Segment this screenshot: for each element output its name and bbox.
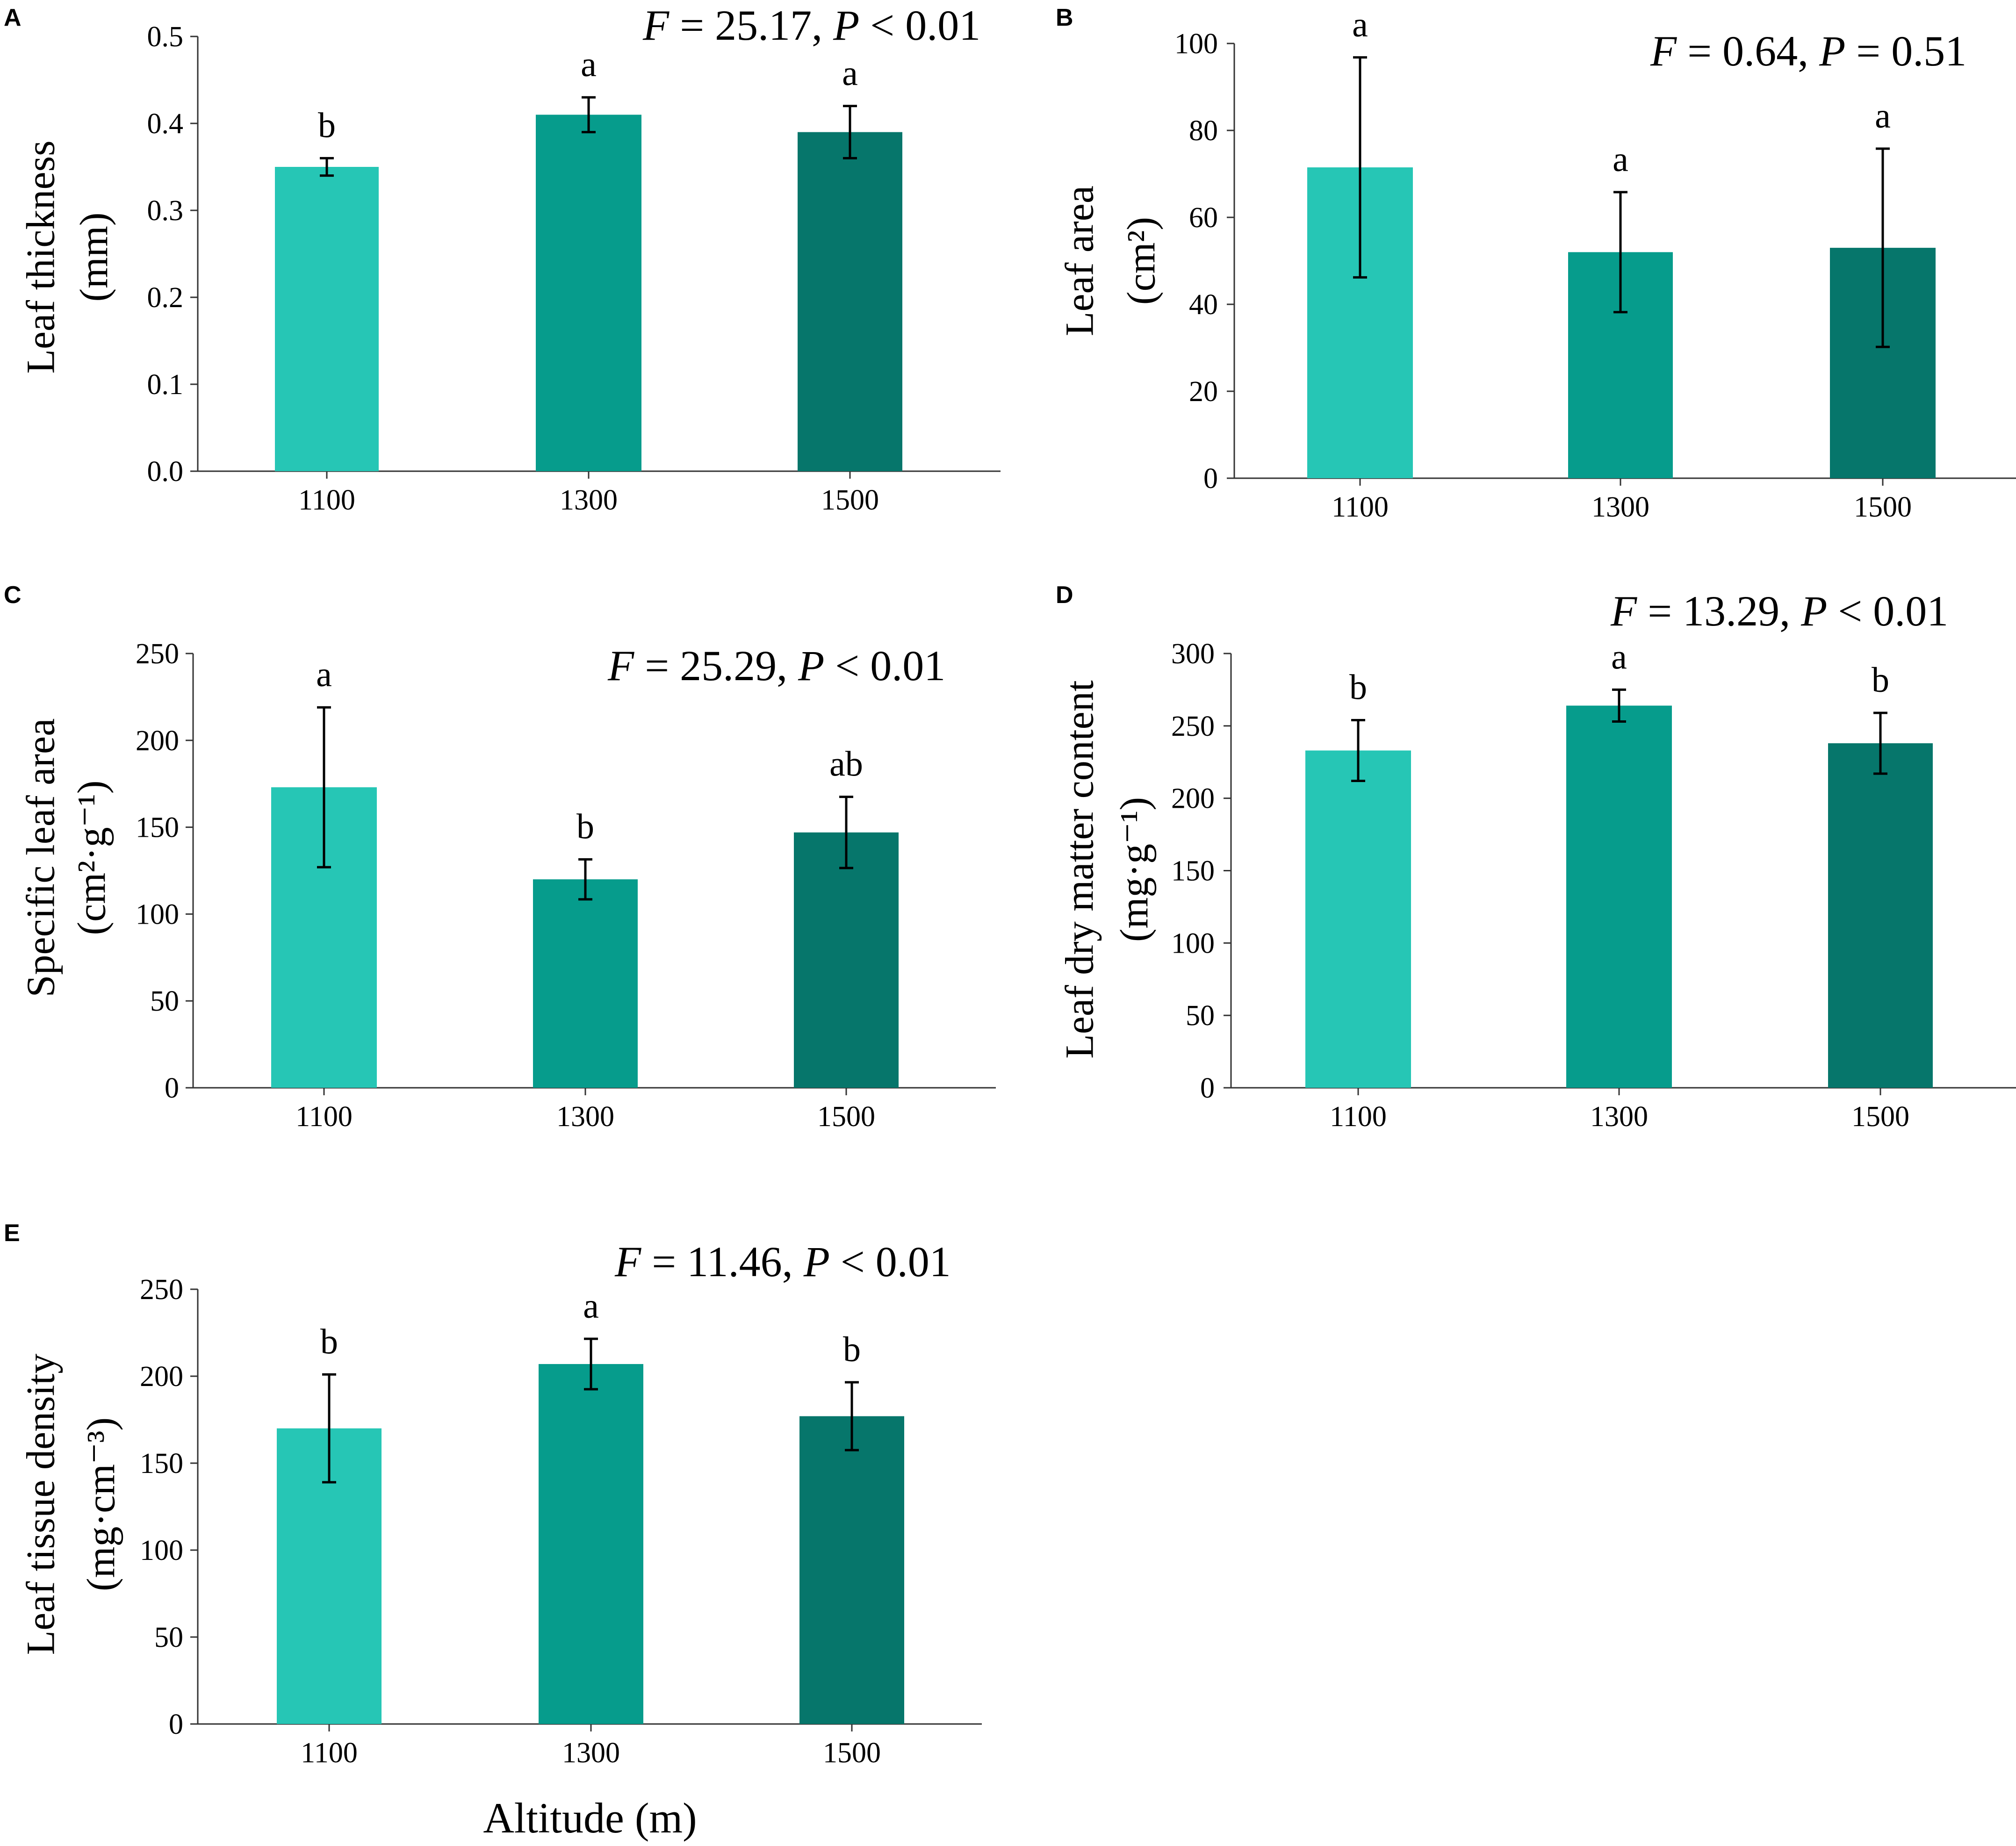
significance-letter: b	[1872, 661, 1889, 700]
x-tick-label: 1300	[556, 1101, 614, 1133]
significance-letter: a	[316, 655, 332, 694]
x-tick-label: 1100	[295, 1101, 353, 1133]
bar-1300	[533, 879, 638, 1088]
y-tick-label: 50	[150, 985, 179, 1017]
x-tick-label: 1100	[1332, 491, 1389, 523]
y-axis-unit: (mm)	[72, 212, 116, 302]
significance-letter: a	[583, 1286, 599, 1326]
y-tick-label: 20	[1189, 376, 1218, 408]
panel-letter: E	[4, 1220, 20, 1247]
anova-statistic: F = 25.29, P < 0.01	[607, 642, 945, 690]
x-tick-label: 1100	[301, 1737, 358, 1769]
significance-letter: a	[1352, 5, 1368, 44]
y-tick-label: 150	[140, 1448, 183, 1480]
significance-letter: b	[318, 106, 336, 145]
y-tick-label: 0.3	[147, 195, 184, 227]
anova-statistic: F = 11.46, P < 0.01	[614, 1238, 951, 1286]
x-tick-label: 1100	[298, 484, 355, 516]
bar-1300	[1566, 705, 1672, 1088]
significance-letter: ab	[829, 745, 863, 784]
x-tick-label: 1500	[1854, 491, 1912, 523]
y-tick-label: 50	[154, 1622, 183, 1653]
chart-panel-d: D 0 50 100 150 200 250 300 b 1100 a 1300 b 1500 Leaf d…	[1056, 582, 2016, 1133]
y-tick-label: 50	[1186, 1000, 1215, 1032]
y-tick-label: 0	[1200, 1072, 1215, 1104]
chart-panel-b: B 0 20 40 60 80 100 a 1100 a 1300 a 1500 Leaf area (cm…	[1056, 4, 2016, 523]
y-tick-label: 0.5	[147, 21, 184, 53]
significance-letter: a	[1611, 637, 1627, 676]
y-tick-label: 0.0	[147, 456, 184, 488]
y-tick-label: 100	[136, 898, 179, 930]
anova-statistic: F = 25.17, P < 0.01	[642, 1, 980, 49]
y-tick-label: 0.4	[147, 108, 184, 140]
y-tick-label: 0.2	[147, 282, 184, 314]
significance-letter: a	[1613, 140, 1628, 179]
y-axis-unit: (cm²·g⁻¹)	[69, 781, 114, 935]
x-axis-title: Altitude (m)	[483, 1794, 697, 1842]
y-tick-label: 200	[1171, 783, 1215, 815]
chart-panel-a: A 0.0 0.1 0.2 0.3 0.4 0.5 b 1100 a 1300 a 1500 Leaf t…	[4, 1, 1001, 516]
bar-1100	[275, 167, 379, 471]
y-axis-label: Specific leaf area	[18, 718, 63, 998]
panel-letter: B	[1056, 4, 1073, 31]
y-tick-label: 150	[1171, 855, 1215, 887]
significance-letter: a	[842, 54, 858, 93]
x-tick-label: 1300	[560, 484, 618, 516]
x-tick-label: 1500	[1851, 1101, 1909, 1133]
y-tick-label: 250	[136, 638, 179, 670]
y-tick-label: 40	[1189, 289, 1218, 321]
significance-letter: a	[1875, 96, 1891, 136]
panel-letter: A	[4, 4, 22, 31]
x-tick-label: 1300	[562, 1737, 620, 1769]
y-tick-label: 100	[1174, 28, 1218, 60]
y-tick-label: 200	[136, 725, 179, 757]
bar-1100	[1305, 750, 1411, 1088]
anova-statistic: F = 0.64, P = 0.51	[1650, 27, 1966, 75]
y-axis-unit: (mg·g⁻¹)	[1112, 797, 1157, 942]
significance-letter: b	[320, 1322, 338, 1361]
y-axis-label: Leaf thickness	[18, 140, 63, 374]
y-tick-label: 250	[1171, 711, 1215, 742]
y-tick-label: 0	[169, 1709, 183, 1740]
panel-letter: C	[4, 582, 22, 609]
x-tick-label: 1300	[1591, 491, 1649, 523]
y-tick-label: 100	[140, 1535, 183, 1566]
y-axis-label: Leaf dry matter content	[1057, 680, 1102, 1059]
x-tick-label: 1500	[821, 484, 879, 516]
y-axis-unit: (mg·cm⁻³)	[79, 1417, 123, 1591]
x-tick-label: 1100	[1330, 1101, 1387, 1133]
chart-panel-c: C 0 50 100 150 200 250 a 1100 b 1300 ab 1500 Specific…	[4, 582, 996, 1133]
y-axis-label: Leaf tissue density	[18, 1354, 63, 1655]
y-tick-label: 60	[1189, 202, 1218, 234]
y-tick-label: 200	[140, 1361, 183, 1393]
bar-1300	[539, 1364, 643, 1724]
x-tick-label: 1500	[817, 1101, 875, 1133]
anova-statistic: F = 13.29, P < 0.01	[1610, 587, 1948, 635]
y-axis-label: Leaf area	[1057, 186, 1102, 336]
y-tick-label: 80	[1189, 115, 1218, 147]
significance-letter: b	[1349, 668, 1367, 707]
y-axis-unit: (cm²)	[1119, 217, 1164, 305]
significance-letter: b	[843, 1330, 861, 1369]
chart-panel-e: E 0 50 100 150 200 250 b 1100 a 1300 b 1500 Leaf tiss…	[4, 1220, 982, 1769]
bar-1500	[794, 832, 899, 1088]
significance-letter: a	[581, 45, 597, 84]
bar-1500	[799, 1416, 904, 1724]
panel-letter: D	[1056, 582, 1073, 609]
y-tick-label: 250	[140, 1274, 183, 1306]
significance-letter: b	[576, 807, 594, 846]
y-tick-label: 150	[136, 812, 179, 844]
x-tick-label: 1500	[823, 1737, 881, 1769]
y-tick-label: 300	[1171, 638, 1215, 670]
bar-1500	[1828, 743, 1933, 1088]
x-tick-label: 1300	[1590, 1101, 1648, 1133]
bar-1500	[798, 132, 902, 472]
y-tick-label: 100	[1171, 927, 1215, 959]
y-tick-label: 0.1	[147, 369, 184, 401]
bar-1300	[536, 115, 641, 471]
y-tick-label: 0	[165, 1072, 179, 1104]
y-tick-label: 0	[1203, 463, 1218, 495]
